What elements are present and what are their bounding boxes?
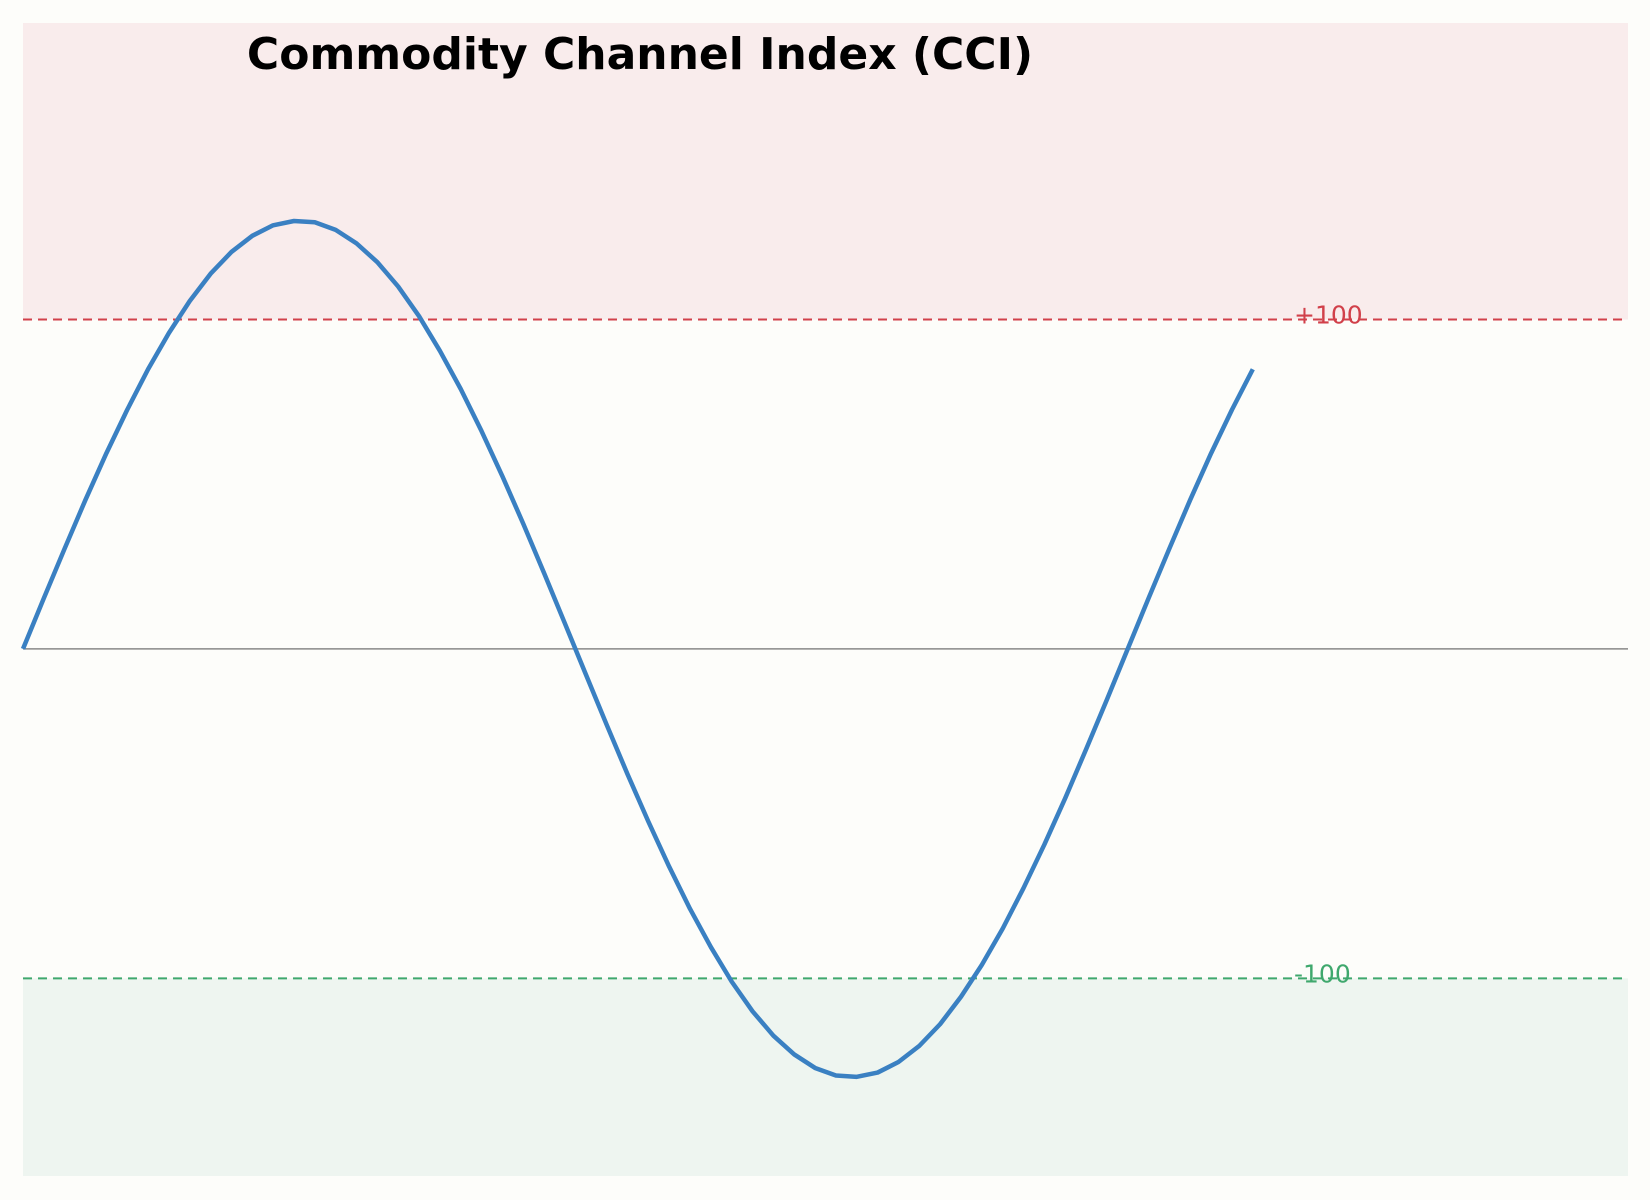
- zones: [23, 23, 1628, 1176]
- reference-label: +100: [1294, 300, 1363, 329]
- series: [20, 218, 1255, 1080]
- cci-line: [20, 218, 1255, 1080]
- chart-title: Commodity Channel Index (CCI): [247, 29, 1033, 80]
- zone: [23, 978, 1628, 1176]
- reference-lines: +100 -100: [23, 300, 1628, 988]
- reference-label: -100: [1294, 959, 1351, 988]
- zone: [23, 23, 1628, 320]
